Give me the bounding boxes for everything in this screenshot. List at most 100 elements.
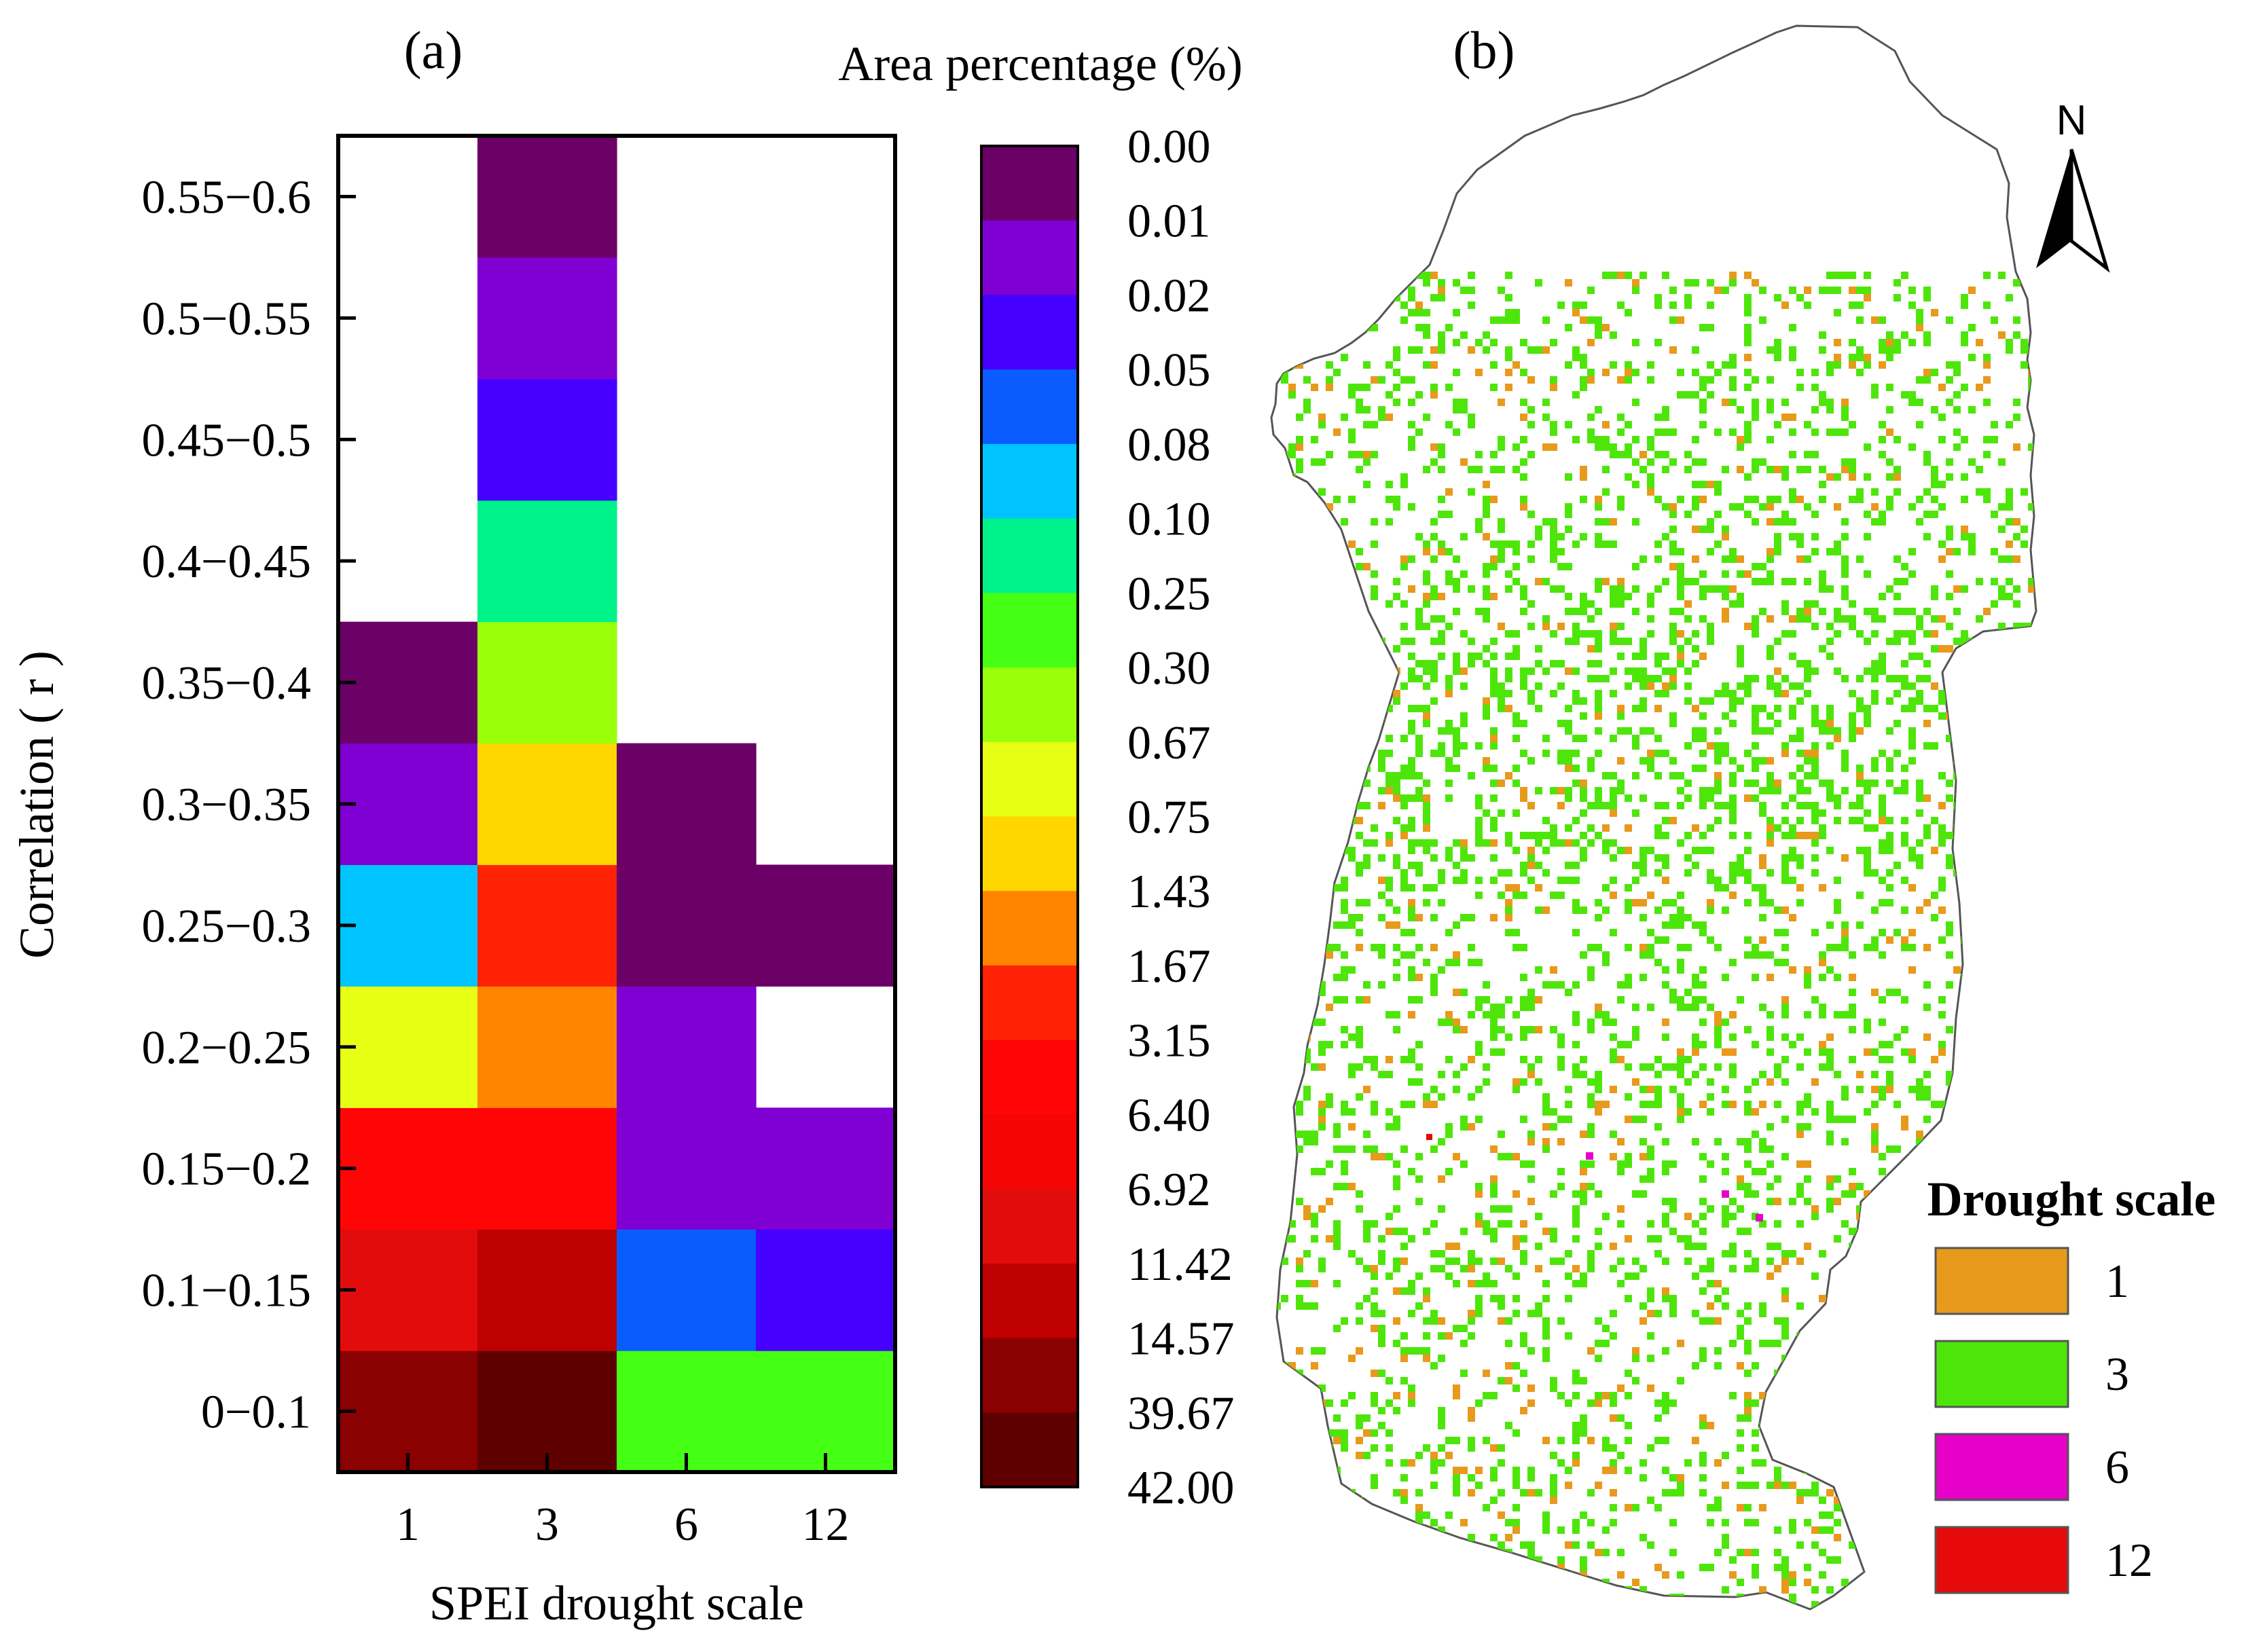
map-pixel <box>1303 1213 1311 1220</box>
map-pixel <box>1677 585 1684 593</box>
map-pixel <box>2035 339 2036 346</box>
map-pixel <box>1445 675 1453 682</box>
map-pixel <box>1639 974 1647 981</box>
map-pixel <box>1953 682 1961 690</box>
map-pixel <box>1565 1482 1572 1489</box>
map-pixel <box>1654 705 1662 712</box>
map-pixel <box>1946 1407 1953 1414</box>
map-pixel <box>1968 287 1976 294</box>
map-pixel <box>1684 779 1692 787</box>
map-pixel <box>1408 1347 1415 1355</box>
panel-a: (a) 1 3 6 12 0−0.10.1−0.150.15−0.20.2−0.250… <box>10 20 1243 1630</box>
x-tick-label: 12 <box>802 1499 850 1551</box>
map-pixel <box>1468 287 1475 294</box>
map-pixel <box>1744 272 1752 279</box>
map-pixel <box>1438 1250 1445 1258</box>
map-pixel <box>1288 391 1296 399</box>
map-pixel <box>1804 966 1811 974</box>
map-pixel <box>1864 473 1871 481</box>
map-pixel <box>1363 645 1371 653</box>
map-pixel <box>1819 1370 1826 1377</box>
map-pixel <box>1632 608 1639 615</box>
map-pixel <box>1453 1280 1460 1287</box>
map-pixel <box>1744 301 1752 309</box>
map-pixel <box>1580 1131 1587 1138</box>
map-pixel <box>1916 1474 1923 1482</box>
map-pixel <box>1542 1519 1550 1526</box>
map-pixel <box>1602 906 1610 914</box>
map-pixel <box>1991 578 1998 585</box>
map-pixel <box>1752 1362 1759 1370</box>
map-pixel <box>1580 496 1587 503</box>
map-pixel <box>1864 638 1871 645</box>
map-pixel <box>1356 929 1363 936</box>
map-pixel <box>1617 414 1625 421</box>
map-pixel <box>1699 1198 1707 1205</box>
map-pixel <box>1901 1310 1908 1317</box>
map-pixel <box>1699 727 1707 735</box>
map-pixel <box>1707 794 1714 802</box>
map-pixel <box>1737 653 1744 660</box>
map-pixel <box>1893 1325 1901 1332</box>
map-pixel <box>1385 779 1393 787</box>
colorbar-tick-label: 3.15 <box>1127 1015 1211 1067</box>
map-pixel <box>1318 324 1326 331</box>
map-pixel <box>1423 720 1430 727</box>
map-pixel <box>1923 1519 1931 1526</box>
map-pixel <box>1826 742 1834 750</box>
map-pixel <box>1729 279 1737 287</box>
map-pixel <box>1774 339 1781 346</box>
map-pixel <box>1766 1258 1774 1265</box>
map-pixel <box>1580 951 1587 959</box>
map-pixel <box>1408 720 1415 727</box>
map-pixel <box>1983 488 1991 496</box>
map-pixel <box>1774 518 1781 526</box>
map-pixel <box>1311 1131 1318 1138</box>
map-pixel <box>1311 600 1318 608</box>
map-pixel <box>1565 593 1572 600</box>
map-pixel <box>1393 1407 1400 1414</box>
map-pixel <box>1498 779 1505 787</box>
map-pixel <box>1834 1497 1841 1504</box>
map-pixel <box>2020 682 2028 690</box>
map-pixel <box>1356 1190 1363 1198</box>
map-pixel <box>1527 996 1535 1004</box>
map-pixel <box>1834 877 1841 884</box>
map-pixel <box>1729 1213 1737 1220</box>
map-pixel <box>1774 1564 1781 1571</box>
map-pixel <box>1804 832 1811 839</box>
map-pixel <box>1341 1145 1348 1153</box>
map-pixel <box>1692 974 1699 981</box>
map-pixel <box>1273 653 1281 660</box>
map-pixel <box>1610 1033 1617 1041</box>
heatmap-cell <box>338 986 478 1108</box>
map-pixel <box>1856 847 1864 854</box>
map-pixel <box>1348 1108 1356 1116</box>
map-pixel <box>1669 1310 1677 1317</box>
map-pixel <box>1520 675 1527 682</box>
map-pixel <box>1864 854 1871 862</box>
map-pixel <box>1774 421 1781 428</box>
map-pixel <box>1707 526 1714 533</box>
map-pixel <box>1595 675 1602 682</box>
map-pixel <box>1781 817 1789 824</box>
map-pixel <box>1841 1138 1849 1145</box>
map-pixel <box>1475 1086 1483 1093</box>
map-pixel <box>1565 667 1572 675</box>
map-pixel <box>1871 1101 1879 1108</box>
map-pixel <box>1512 735 1520 742</box>
map-pixel <box>1983 638 1991 645</box>
map-pixel <box>1901 1504 1908 1511</box>
map-pixel <box>1415 1564 1423 1571</box>
map-pixel <box>1415 272 1423 279</box>
map-pixel <box>1722 884 1729 892</box>
map-pixel <box>1542 1325 1550 1332</box>
map-pixel <box>1811 428 1819 436</box>
map-pixel <box>1363 750 1371 757</box>
map-pixel <box>1490 727 1498 735</box>
map-pixel <box>1804 1243 1811 1250</box>
map-pixel <box>1438 279 1445 287</box>
map-pixel <box>1901 1340 1908 1347</box>
map-pixel <box>1834 1459 1841 1467</box>
map-pixel <box>2028 443 2035 451</box>
